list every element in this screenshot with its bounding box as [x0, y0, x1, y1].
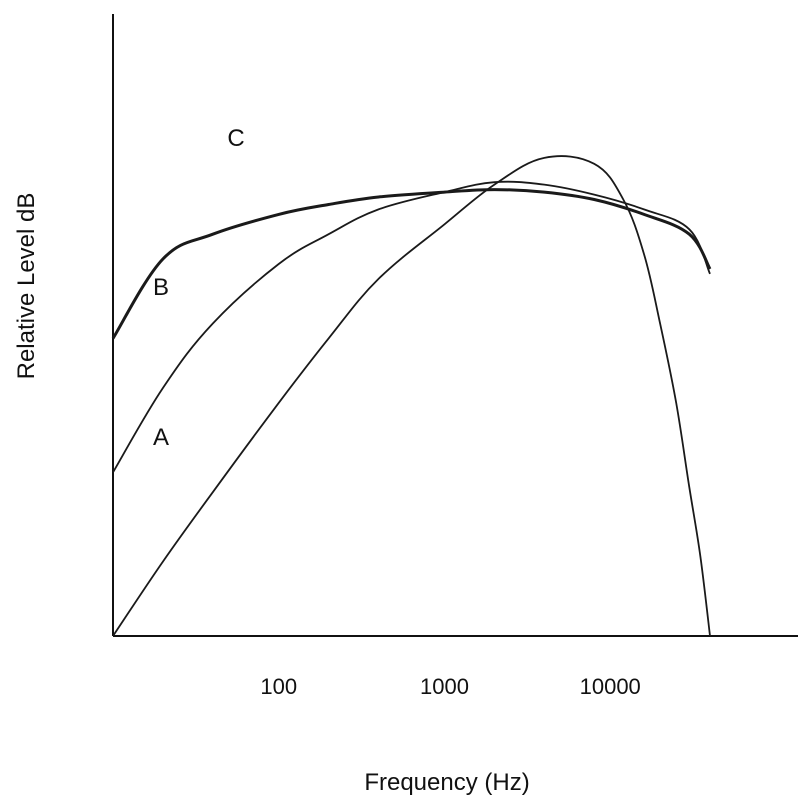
series-a-line — [112, 155, 711, 637]
axes — [112, 14, 798, 637]
series-c-line — [111, 188, 712, 340]
y-axis-title: Relative Level dB — [13, 193, 40, 380]
series-annotations: C B A — [153, 125, 245, 451]
curves-layer — [111, 155, 712, 637]
series-a-label: A — [153, 424, 169, 451]
series-c-label: C — [227, 125, 244, 152]
x-tick-label: 1000 — [420, 674, 469, 699]
x-tick-labels: 100 1000 10000 — [260, 674, 640, 699]
series-b-line — [112, 180, 711, 473]
x-tick-label: 10000 — [580, 674, 641, 699]
series-b-label: B — [153, 274, 169, 301]
x-tick-label: 100 — [260, 674, 297, 699]
x-axis-title: Frequency (Hz) — [364, 769, 529, 796]
